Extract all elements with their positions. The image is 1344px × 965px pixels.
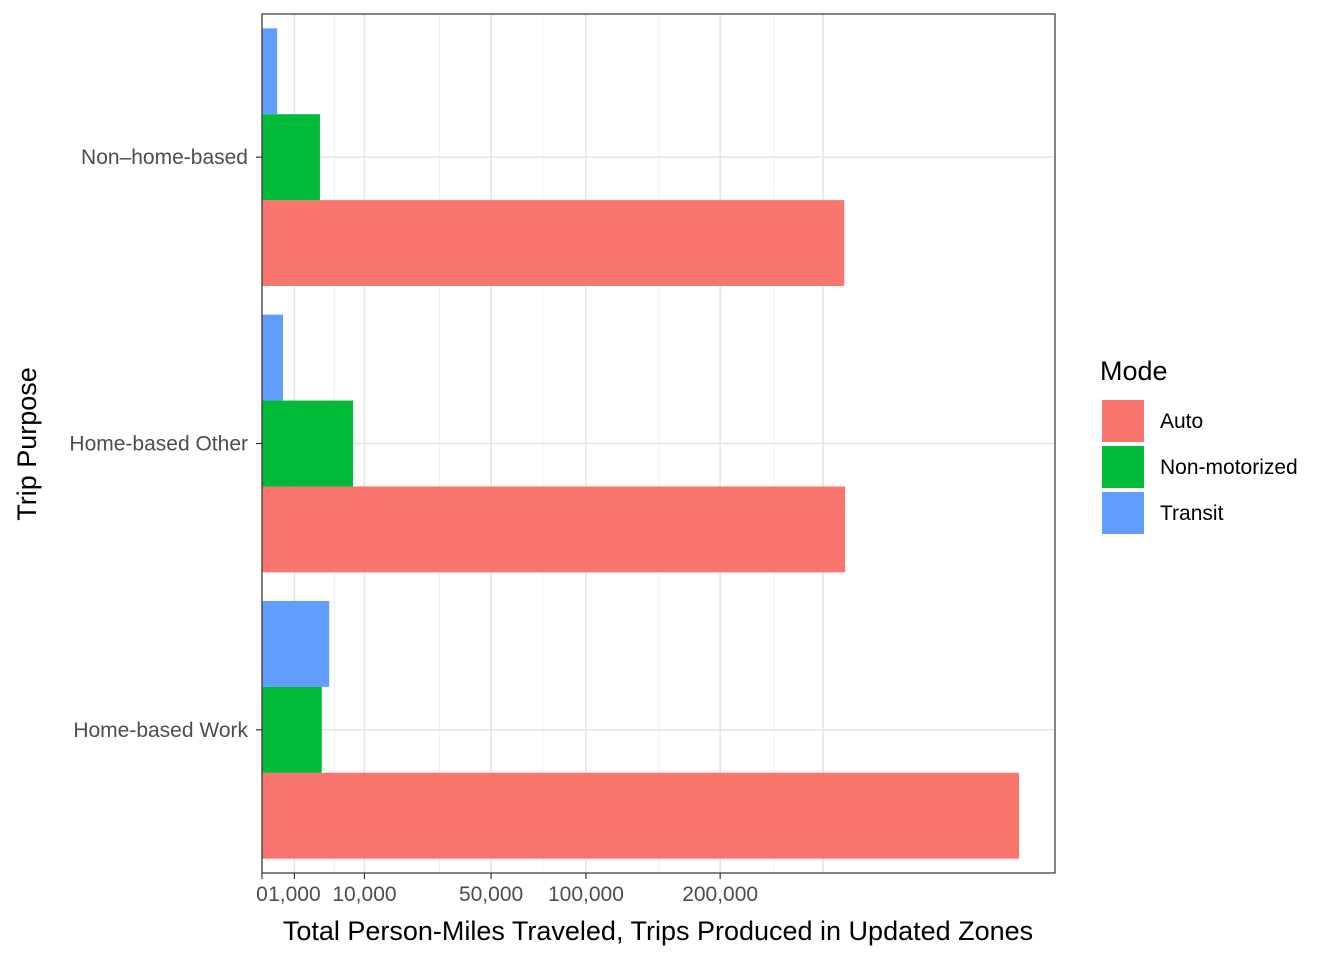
bar-auto-3	[262, 200, 845, 287]
x-tick-label: 200,000	[682, 883, 758, 906]
legend-swatch-non-motorized	[1102, 446, 1144, 488]
bar-transit-2	[262, 314, 283, 401]
x-tick-label: 10,000	[332, 883, 396, 906]
legend-label: Auto	[1160, 410, 1203, 433]
bar-non-motorized-2	[262, 400, 354, 487]
bar-auto-2	[262, 486, 846, 573]
bars	[262, 28, 1019, 859]
legend: Mode Auto Non-motorized Transit	[1100, 356, 1298, 534]
bar-transit-1	[262, 600, 330, 687]
grid-lines	[261, 14, 1055, 873]
x-tick-label: 1,000	[268, 883, 321, 906]
x-tick-label: 50,000	[459, 883, 523, 906]
bar-non-motorized-1	[262, 686, 322, 773]
bar-transit-3	[262, 28, 278, 115]
y-tick-label: Home-based Other	[69, 433, 248, 456]
y-axis: Home-based Work Home-based Other Non–home-…	[69, 146, 262, 742]
legend-swatch-auto	[1102, 400, 1144, 442]
x-tick-label: 0	[256, 883, 268, 906]
bar-non-motorized-3	[262, 114, 320, 201]
y-axis-title: Trip Purpose	[12, 367, 42, 521]
y-tick-label: Non–home-based	[81, 146, 248, 169]
legend-label: Transit	[1160, 502, 1224, 525]
bar-auto-1	[262, 772, 1019, 859]
legend-title: Mode	[1100, 356, 1168, 386]
legend-label: Non-motorized	[1160, 456, 1298, 479]
x-tick-label: 100,000	[548, 883, 624, 906]
y-tick-label: Home-based Work	[73, 719, 248, 742]
legend-swatch-transit	[1102, 492, 1144, 534]
x-axis-title: Total Person-Miles Traveled, Trips Produ…	[283, 916, 1033, 946]
x-axis: 0 1,000 10,000 50,000 100,000 200,000	[256, 873, 758, 906]
